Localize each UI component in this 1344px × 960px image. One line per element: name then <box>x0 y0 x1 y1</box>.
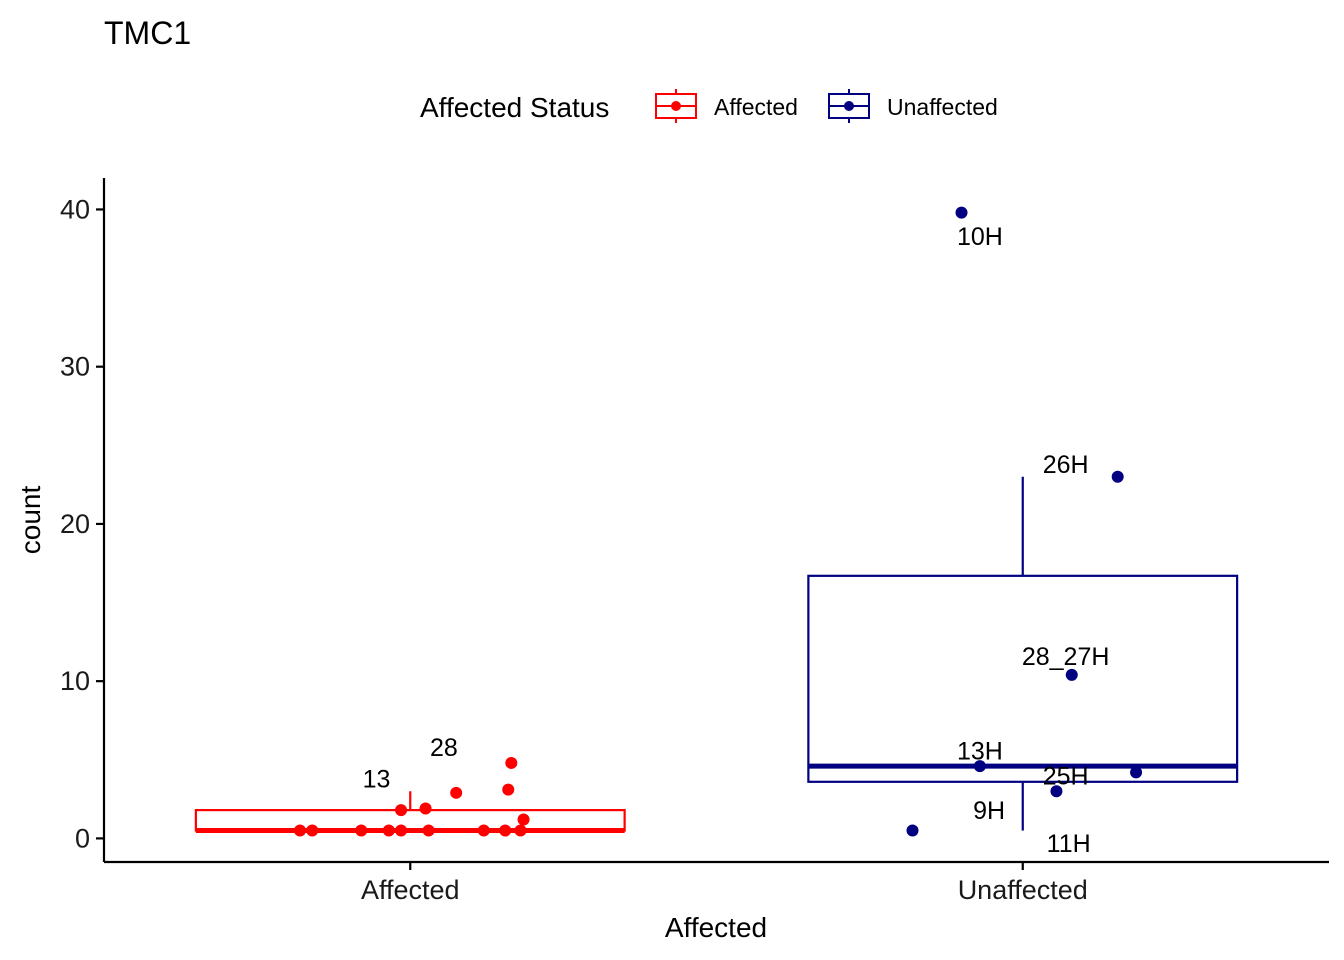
point-label: 26H <box>1043 451 1089 479</box>
y-axis: 0 10 20 30 40 count <box>15 178 106 862</box>
data-point <box>973 760 986 773</box>
x-tick-label: Affected <box>361 875 460 905</box>
point-label: 28_27H <box>1022 643 1110 671</box>
legend-key-point <box>844 101 854 111</box>
data-point <box>355 824 368 837</box>
data-point <box>422 824 435 837</box>
data-point <box>450 786 463 799</box>
point-label: 11H <box>1047 830 1091 858</box>
chart-title: TMC1 <box>104 15 191 51</box>
data-point <box>1065 668 1078 681</box>
point-label: 13H <box>957 737 1003 765</box>
point-label: 25H <box>1043 763 1089 791</box>
y-tick-label: 0 <box>75 823 90 853</box>
legend-label: Unaffected <box>887 94 998 120</box>
data-point <box>1050 785 1063 798</box>
plot-area: 13 28 10H 26H 28_27H 13H 25H 9H 11H <box>194 206 1239 858</box>
legend-item-affected: Affected <box>655 89 798 123</box>
x-axis-title: Affected <box>665 912 767 943</box>
data-point <box>294 824 306 837</box>
y-tick-label: 20 <box>60 509 90 539</box>
legend-keys: Affected Unaffected <box>655 89 998 123</box>
data-point <box>419 802 432 815</box>
data-point <box>499 824 512 837</box>
y-tick-label: 30 <box>60 352 90 382</box>
data-point <box>517 813 530 826</box>
data-point <box>502 783 515 796</box>
data-point <box>1130 766 1143 779</box>
legend-label: Affected <box>714 94 798 120</box>
point-label: 28 <box>430 734 458 762</box>
point-label: 9H <box>973 797 1005 825</box>
data-point <box>514 824 527 837</box>
y-ticks: 0 10 20 30 40 <box>60 194 104 853</box>
data-point <box>1111 470 1124 483</box>
legend: Affected Status Affected Unaffected <box>420 89 998 123</box>
box <box>194 809 626 832</box>
data-point <box>906 824 919 837</box>
series-unaffected: 10H 26H 28_27H 13H 25H 9H 11H <box>807 206 1239 858</box>
x-axis: Affected Unaffected Affected <box>104 860 1329 943</box>
x-tick-label: Unaffected <box>958 875 1088 905</box>
point-label: 10H <box>957 223 1003 251</box>
data-point <box>382 824 395 837</box>
data-point <box>395 804 408 817</box>
x-ticks: Affected Unaffected <box>361 862 1088 905</box>
y-axis-title: count <box>15 486 46 555</box>
box <box>807 574 1239 783</box>
point-label: 13 <box>363 766 391 794</box>
legend-key-point <box>671 101 681 111</box>
y-tick-label: 10 <box>60 666 90 696</box>
data-point <box>505 756 518 769</box>
data-point <box>306 824 319 837</box>
series-affected: 13 28 <box>194 734 626 837</box>
y-tick-label: 40 <box>60 194 90 224</box>
data-point <box>395 824 408 837</box>
data-point <box>477 824 490 837</box>
legend-item-unaffected: Unaffected <box>828 89 998 123</box>
legend-title: Affected Status <box>420 92 609 123</box>
data-point <box>955 206 968 219</box>
